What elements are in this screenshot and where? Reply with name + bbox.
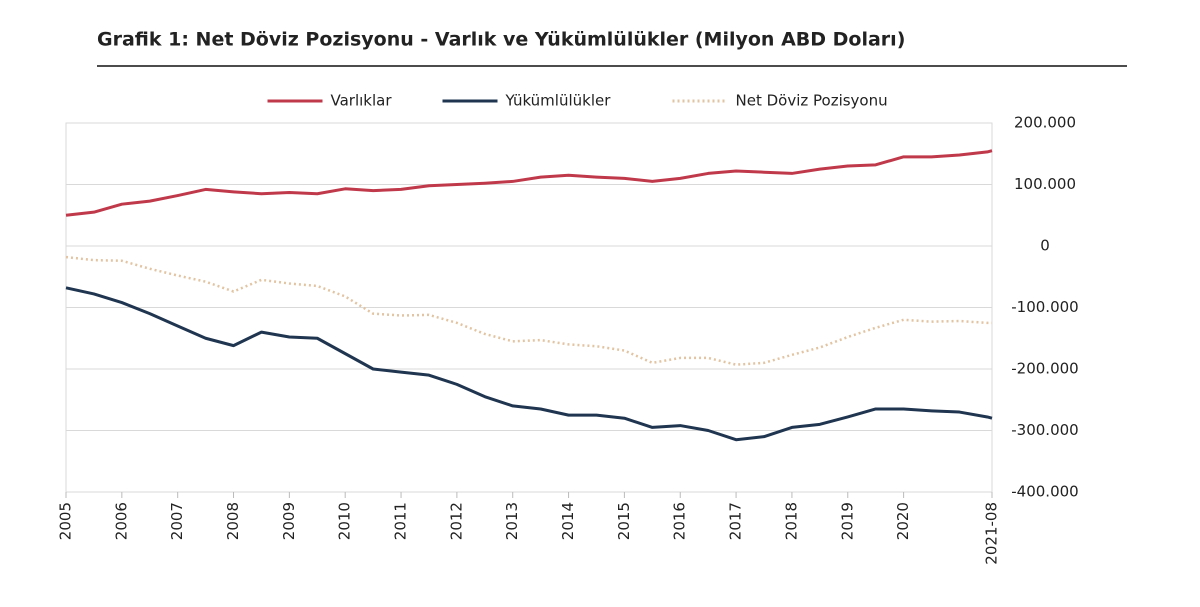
- y-tick-label: -300.000: [1011, 421, 1078, 439]
- x-tick-label: 2010: [336, 502, 354, 540]
- x-tick-label: 2008: [224, 502, 242, 540]
- x-tick-label: 2007: [168, 502, 186, 540]
- series-line: [65, 286, 993, 442]
- series-line: [65, 149, 993, 217]
- x-tick-label: 2018: [782, 502, 800, 540]
- x-tick-label: 2016: [671, 502, 689, 540]
- y-tick-label: 200.000: [1014, 114, 1076, 132]
- legend-label: Net Döviz Pozisyonu: [736, 92, 888, 110]
- legend-label: Yükümlülükler: [505, 92, 612, 110]
- series-line: [65, 255, 992, 366]
- x-tick-label: 2013: [503, 502, 521, 540]
- x-tick-label: 2019: [838, 502, 856, 540]
- legend-label: Varlıklar: [331, 92, 393, 110]
- y-tick-label: 100.000: [1014, 175, 1076, 193]
- x-tick-label: 2017: [727, 502, 745, 540]
- x-tick-label: 2009: [280, 502, 298, 540]
- x-tick-label: 2015: [615, 502, 633, 540]
- x-tick-label: 2006: [112, 502, 130, 540]
- x-tick-label: 2012: [447, 502, 465, 540]
- y-tick-label: 0: [1040, 237, 1050, 255]
- chart-title: Grafik 1: Net Döviz Pozisyonu - Varlık v…: [97, 29, 905, 51]
- y-tick-label: -200.000: [1011, 360, 1078, 378]
- x-tick-label: 2014: [559, 502, 577, 540]
- x-tick-label: 2021-08: [983, 502, 1001, 565]
- y-tick-label: -400.000: [1011, 483, 1078, 501]
- y-tick-label: -100.000: [1011, 298, 1078, 316]
- x-tick-label: 2005: [57, 502, 75, 540]
- x-tick-label: 2020: [894, 502, 912, 540]
- x-tick-label: 2011: [392, 502, 410, 540]
